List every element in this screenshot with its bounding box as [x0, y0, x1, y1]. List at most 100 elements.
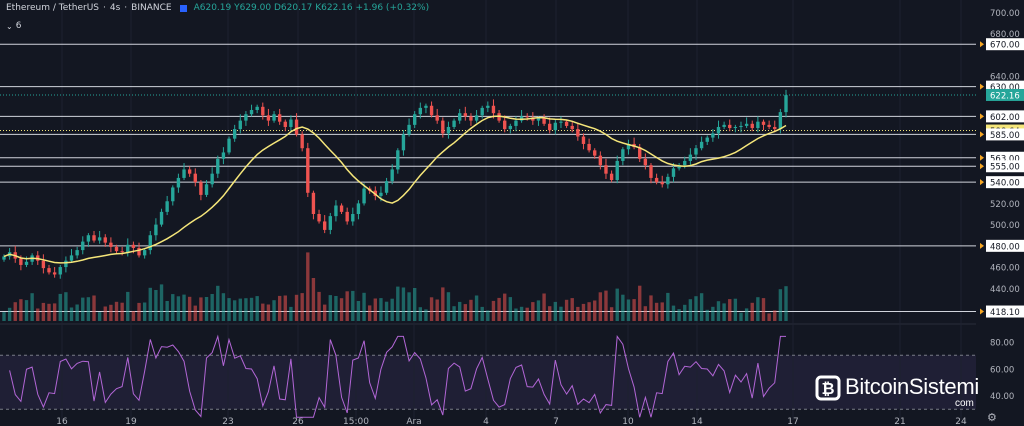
price-axis-label: 602.00	[990, 113, 1020, 123]
price-label-box	[986, 160, 1024, 173]
volume-bar	[413, 288, 417, 321]
volume-bar	[570, 298, 574, 321]
candle-body	[587, 143, 591, 151]
candle-body	[137, 247, 141, 256]
volume-bar	[2, 312, 6, 321]
candle-body	[761, 121, 766, 125]
rsi-line	[9, 334, 786, 418]
price-axis-label: 480.00	[990, 242, 1020, 252]
candle-body	[486, 105, 490, 108]
candle-body	[711, 133, 715, 138]
candle-body	[47, 268, 51, 273]
volume-bar	[739, 312, 743, 321]
volume-bar	[531, 302, 535, 321]
candle-body	[474, 115, 479, 121]
volume-bar	[621, 294, 625, 321]
indicator-value: 6	[15, 21, 22, 31]
candle-body	[396, 150, 400, 170]
x-tick-label: 23	[222, 417, 233, 426]
candle-body	[154, 224, 158, 236]
volume-bar	[553, 301, 558, 321]
indicator-toggle[interactable]: ⌄ 6	[6, 21, 21, 31]
interval-label[interactable]: 4s	[109, 3, 121, 13]
candle-body	[272, 114, 276, 121]
volume-bar	[615, 288, 619, 321]
volume-bar	[424, 309, 428, 321]
symbol-title[interactable]: Ethereum / TetherUS	[6, 3, 99, 13]
candle-body	[525, 116, 529, 118]
candle-body	[705, 137, 709, 142]
volume-bar	[193, 305, 197, 321]
volume-bar	[114, 301, 119, 321]
volume-bar	[81, 297, 85, 321]
volume-bar	[598, 292, 603, 321]
level-marker	[980, 179, 984, 186]
candle-body	[548, 123, 552, 131]
price-axis-label: 563.00	[990, 154, 1020, 164]
volume-bar	[379, 298, 383, 321]
volume-bar	[407, 292, 411, 321]
candle-body	[773, 126, 777, 130]
price-label-box	[986, 305, 1024, 318]
volume-bar	[638, 285, 642, 321]
candle-body	[778, 112, 783, 130]
volume-bar	[210, 294, 214, 321]
logo-text: BitcoinSistemi	[845, 374, 979, 399]
candle-body	[638, 147, 642, 159]
level-marker	[980, 308, 984, 315]
volume-bar	[514, 308, 518, 321]
candle-body	[221, 152, 226, 159]
candle-body	[688, 154, 693, 161]
candle-body	[531, 117, 535, 121]
candle-body	[744, 123, 749, 126]
candle-body	[480, 107, 484, 116]
candle-body	[193, 173, 197, 183]
candle-body	[306, 148, 310, 193]
volume-bar	[322, 304, 327, 321]
candle-body	[615, 160, 619, 181]
volume-bar	[446, 292, 451, 321]
volume-bar	[176, 296, 181, 321]
x-tick-label: 19	[125, 417, 137, 426]
level-marker	[980, 154, 984, 161]
candle-body	[300, 134, 304, 149]
candle-body	[266, 115, 271, 121]
candle-body	[671, 168, 676, 177]
volume-bar	[609, 307, 614, 321]
candle-body	[739, 125, 743, 127]
volume-bar	[564, 299, 569, 321]
candle-body	[581, 136, 586, 144]
volume-bar	[109, 304, 113, 321]
chevron-down-icon: ⌄	[6, 21, 13, 31]
price-axis-label: 555.00	[990, 163, 1020, 173]
candle-body	[722, 124, 726, 127]
svg-text:₿: ₿	[821, 379, 834, 398]
volume-bar	[120, 302, 124, 321]
volume-bar	[587, 302, 591, 321]
candle-body	[19, 258, 23, 265]
candle-body	[334, 205, 338, 217]
rsi-axis-label: 60.00	[990, 365, 1014, 375]
level-marker	[980, 83, 984, 90]
candle-body	[542, 118, 546, 124]
volume-bar	[728, 299, 732, 321]
candle-body	[576, 129, 580, 137]
price-axis-label: 630.00	[990, 83, 1020, 93]
candle-body	[413, 114, 417, 125]
volume-bar	[328, 295, 332, 321]
candle-body	[384, 181, 389, 193]
price-axis-label: 440.00	[990, 285, 1020, 295]
candle-body	[210, 173, 214, 185]
gear-icon[interactable]: ⚙	[987, 411, 997, 424]
volume-bar	[131, 311, 136, 321]
candle-body	[559, 121, 563, 123]
volume-bar	[356, 301, 361, 321]
candle-body	[283, 121, 287, 127]
volume-bar	[294, 294, 299, 321]
volume-bar	[339, 298, 344, 321]
volume-bar	[199, 297, 203, 321]
candle-body	[401, 134, 406, 151]
candle-body	[120, 251, 124, 253]
x-tick-label: 17	[787, 417, 798, 426]
